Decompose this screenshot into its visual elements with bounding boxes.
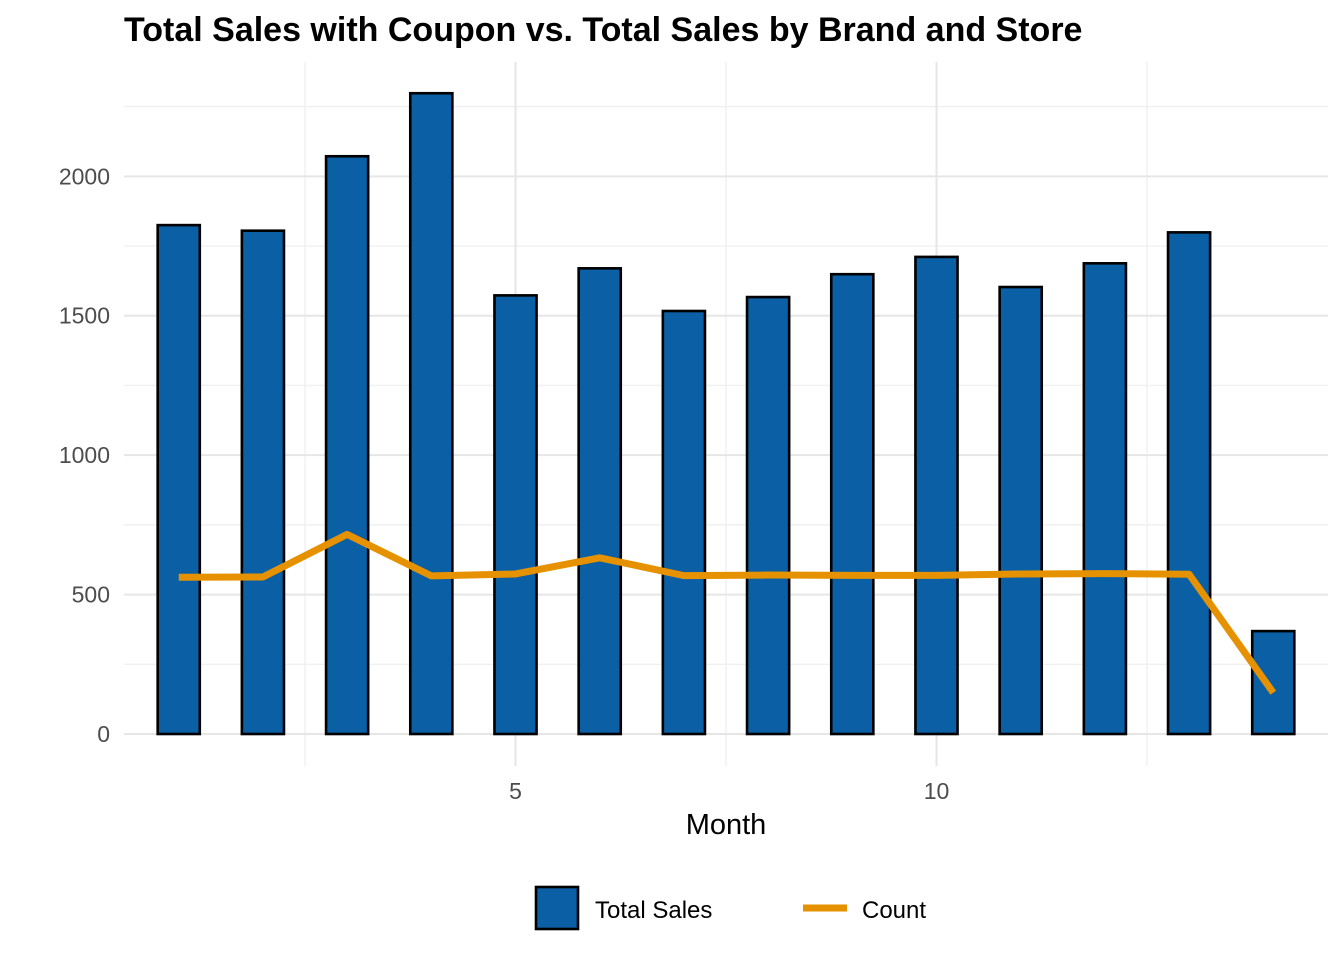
bar-total-sales-month-2 bbox=[240, 229, 286, 736]
bar-total-sales-month-11 bbox=[998, 285, 1044, 736]
y-axis-tick-labels: 0 500 1000 1500 2000 bbox=[59, 163, 110, 747]
bar-total-sales-month-12 bbox=[1082, 262, 1128, 736]
y-tick-label: 1000 bbox=[59, 442, 110, 468]
y-major-gridlines bbox=[124, 175, 1328, 735]
bar-total-sales-month-6 bbox=[577, 267, 623, 736]
bar-total-sales-month-4 bbox=[408, 91, 454, 736]
legend: Total Sales Count bbox=[534, 885, 926, 931]
count-series-line bbox=[178, 530, 1277, 695]
bar-total-sales-month-1 bbox=[156, 223, 202, 736]
chart-title: Total Sales with Coupon vs. Total Sales … bbox=[124, 11, 1082, 49]
legend-swatch-total-sales bbox=[534, 885, 580, 931]
x-tick-label: 5 bbox=[509, 778, 522, 804]
x-minor-gridlines bbox=[304, 62, 1148, 766]
y-tick-label: 500 bbox=[72, 582, 110, 608]
y-tick-label: 1500 bbox=[59, 303, 110, 329]
bar-total-sales-month-14 bbox=[1250, 629, 1296, 736]
bar-total-sales-month-7 bbox=[661, 309, 707, 736]
y-tick-label: 0 bbox=[97, 721, 110, 747]
bar-total-sales-month-5 bbox=[493, 294, 538, 736]
x-axis-title: Month bbox=[686, 809, 767, 841]
bar-total-sales-month-13 bbox=[1166, 231, 1212, 736]
total-sales-bars bbox=[156, 91, 1296, 736]
legend-label-count: Count bbox=[862, 897, 926, 924]
count-line-layer bbox=[178, 530, 1277, 695]
bar-total-sales-month-8 bbox=[745, 295, 791, 736]
legend-label-total-sales: Total Sales bbox=[595, 897, 712, 924]
y-tick-label: 2000 bbox=[59, 163, 110, 189]
x-axis-tick-labels: 5 10 bbox=[509, 778, 949, 804]
bar-total-sales-month-3 bbox=[324, 154, 370, 736]
bar-total-sales-month-9 bbox=[829, 272, 875, 736]
x-tick-label: 10 bbox=[924, 778, 950, 804]
bar-total-sales-month-10 bbox=[914, 255, 959, 736]
